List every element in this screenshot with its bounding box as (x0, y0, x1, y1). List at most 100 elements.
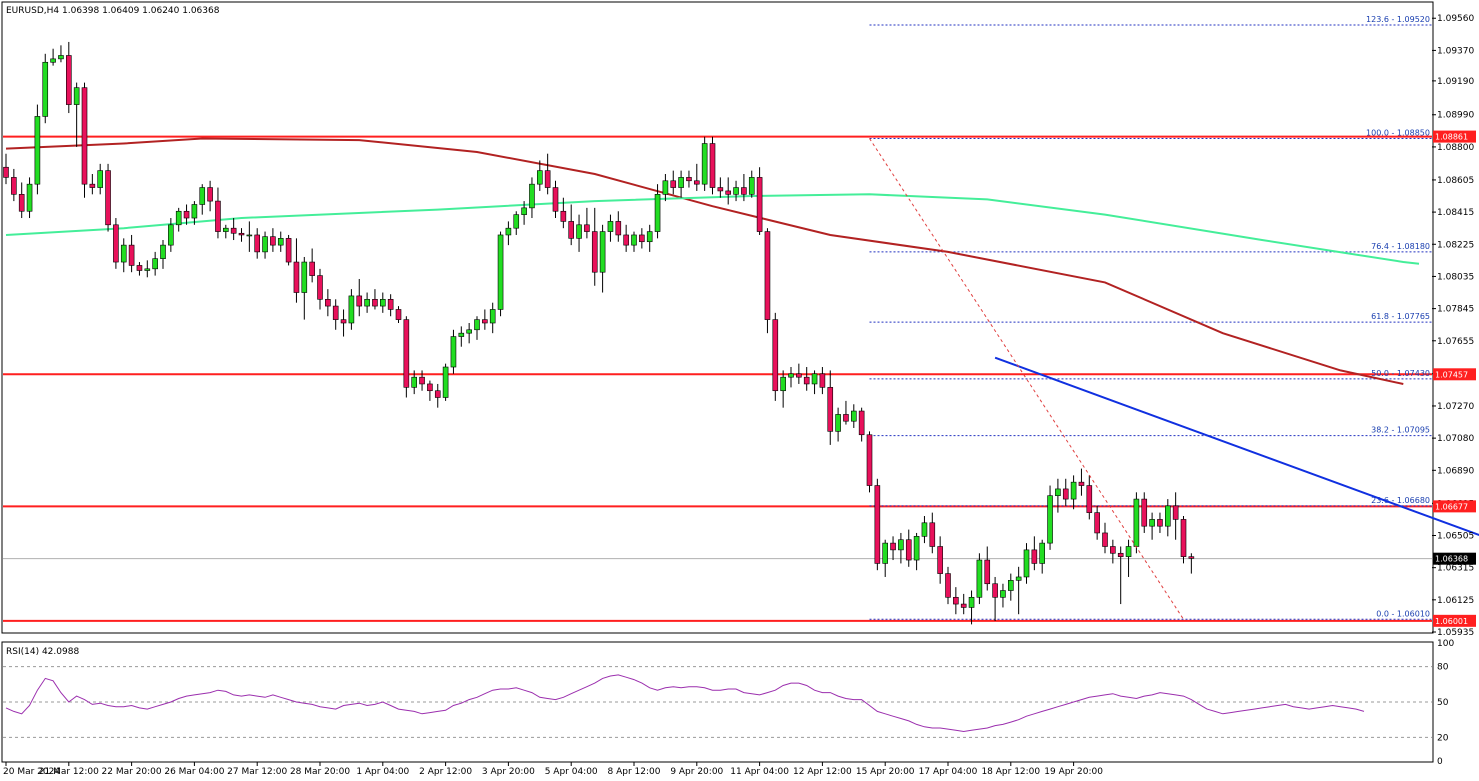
rsi-tick-label: 80 (1437, 663, 1449, 673)
candle-body (560, 210, 567, 222)
candle-body (434, 390, 441, 398)
candle-body (843, 414, 849, 422)
price-tick-label: 1.05935 (1437, 628, 1474, 638)
candle-body (1157, 519, 1163, 527)
level-price-tag-bg (1433, 500, 1476, 513)
candle-body (513, 214, 520, 229)
candle-body (1165, 505, 1171, 527)
candle-body (238, 232, 245, 236)
price-tick-label: 1.09370 (1437, 46, 1474, 56)
candle-body (207, 187, 213, 202)
time-tick-label: 28 Mar 20:00 (290, 767, 350, 777)
candle-body (764, 231, 771, 320)
price-tags: 1.08861 1.07457 1.06677 1.06001 1.06368 (1433, 130, 1476, 627)
candle-body (293, 261, 300, 293)
candle-body (395, 309, 402, 320)
candle-body (607, 221, 614, 232)
candle-body (646, 231, 653, 243)
price-tick-label: 1.09190 (1437, 77, 1474, 87)
candle-body (945, 573, 951, 598)
candle-body (709, 143, 716, 188)
candle-body (262, 236, 268, 253)
moving-averages (5, 137, 1420, 385)
candle-body (521, 207, 527, 215)
moving-average-red (5, 137, 1404, 385)
candle-body (379, 298, 386, 307)
candle-body (882, 542, 889, 564)
time-tick-label: 19 Apr 20:00 (1044, 767, 1103, 777)
candle-body (1047, 495, 1053, 544)
resistance-trendline (994, 356, 1479, 537)
level-price-tag-bg (1433, 130, 1476, 143)
time-tick-label: 20 Mar 2024 (3, 767, 60, 777)
candle-body (168, 224, 174, 246)
candle-body (827, 387, 834, 432)
candle-body (89, 183, 96, 188)
candle-body (874, 485, 881, 564)
candle-body (1117, 552, 1124, 557)
candle-body (576, 224, 582, 239)
rsi-tick-label: 50 (1437, 698, 1449, 708)
time-tick-label: 22 Mar 20:00 (102, 767, 162, 777)
candle-body (120, 244, 127, 263)
candle-body (639, 234, 645, 243)
rsi-tick-label: 100 (1437, 639, 1454, 649)
candle-body (246, 234, 253, 237)
rsi-header: RSI(14) 42.0988 (6, 647, 79, 657)
candle-body (332, 305, 339, 320)
time-tick-label: 12 Apr 12:00 (793, 767, 852, 777)
candle-body (1086, 485, 1093, 513)
ohlc-values: 1.06398 1.06409 1.06240 1.06368 (62, 6, 220, 16)
candle-body (144, 268, 151, 271)
candle-body (489, 309, 496, 324)
candle-body (97, 170, 103, 188)
candle-body (1039, 542, 1045, 564)
rsi-indicator: 100 80 50 20 0 (3, 639, 1454, 767)
fib-level-label: 38.2 - 1.07095 (1371, 426, 1430, 435)
candle-body (466, 329, 472, 334)
candle-body (26, 183, 33, 212)
candle-body (866, 434, 873, 486)
candle-body (325, 298, 331, 307)
candle-body (42, 61, 49, 117)
candle-body (1000, 590, 1006, 598)
candle-body (419, 376, 425, 385)
candle-body (191, 204, 198, 219)
candle-body (105, 170, 111, 226)
candle-body (756, 177, 763, 232)
fib-level-label: 123.6 - 1.09520 (1366, 15, 1430, 24)
candle-body (277, 238, 284, 246)
candle-body (372, 298, 378, 307)
candle-body (701, 143, 708, 185)
candle-body (309, 261, 315, 276)
candle-body (34, 116, 41, 185)
price-tick-label: 1.06315 (1437, 564, 1474, 574)
candle-body (364, 298, 370, 307)
candle-body (11, 177, 17, 195)
price-tick-label: 1.08990 (1437, 111, 1474, 121)
price-tick-label: 1.08035 (1437, 272, 1474, 282)
candle-body (780, 376, 786, 392)
candle-body (599, 231, 606, 273)
fib-level-label: 76.4 - 1.08180 (1371, 242, 1430, 251)
candle-body (654, 194, 661, 232)
level-price-tag: 1.07457 (1435, 370, 1468, 379)
candle-body (175, 210, 182, 226)
candle-body (544, 170, 551, 188)
candle-body (505, 227, 512, 236)
time-tick-label: 17 Apr 04:00 (919, 767, 978, 777)
candle-body (536, 170, 543, 185)
candle-body (984, 559, 991, 585)
fib-level-label: 50.0 - 1.07430 (1371, 369, 1430, 378)
candle-body (1070, 481, 1077, 500)
time-tick-label: 5 Apr 04:00 (545, 767, 598, 777)
candle-body (803, 376, 810, 385)
candle-body (796, 373, 802, 378)
level-price-tag: 1.08861 (1435, 133, 1468, 142)
price-tick-label: 1.08800 (1437, 143, 1474, 153)
candlesticks (3, 41, 1195, 625)
candle-body (819, 373, 826, 388)
time-tick-label: 26 Mar 04:00 (164, 767, 224, 777)
